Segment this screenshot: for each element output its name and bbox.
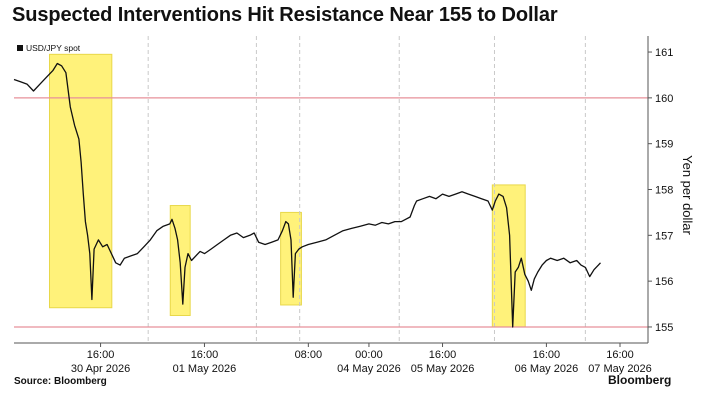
y-tick-label-161: 161 (655, 47, 673, 59)
y-tick-label-157: 157 (655, 230, 673, 242)
x-tick-time-label-4: 00:00 (355, 349, 383, 361)
highlight-layer (48, 53, 526, 328)
legend: USD/JPY spot (17, 43, 80, 53)
y-tick-label-159: 159 (655, 139, 673, 151)
x-tick-time-label-7: 16:00 (606, 349, 634, 361)
x-tick-date-label-7: 07 May 2026 (588, 363, 652, 375)
intervention-highlight-1 (48, 53, 113, 309)
x-tick-time-label-5: 16:00 (429, 349, 457, 361)
reference-line-layer (14, 97, 648, 328)
chart-title: Suspected Interventions Hit Resistance N… (12, 4, 558, 26)
grid-layer (147, 36, 586, 343)
x-tick-date-label-4: 04 May 2026 (337, 363, 401, 375)
y-tick-label-158: 158 (655, 185, 673, 197)
axes-layer: 155 156 157 158 159 160 161 16:00 30 Apr 2026 16:… (14, 36, 673, 375)
x-tick-date-label-1: 30 Apr 2026 (71, 363, 130, 375)
intervention-highlight-3 (280, 211, 302, 306)
legend-swatch (17, 45, 23, 51)
x-tick-date-label-2: 01 May 2026 (173, 363, 237, 375)
y-tick-label-155: 155 (655, 322, 673, 334)
x-tick-time-label-6: 16:00 (533, 349, 561, 361)
intervention-highlight-4 (491, 184, 526, 328)
x-tick-time-label-2: 16:00 (191, 349, 219, 361)
legend-label: USD/JPY spot (26, 43, 81, 53)
x-tick-date-label-6: 06 May 2026 (515, 363, 579, 375)
y-tick-label-160: 160 (655, 93, 673, 105)
x-tick-date-label-5: 05 May 2026 (411, 363, 475, 375)
source-note: Source: Bloomberg (14, 376, 107, 387)
y-axis-label: Yen per dollar (680, 155, 695, 235)
y-tick-label-156: 156 (655, 276, 673, 288)
series-line-usd-jpy (13, 62, 601, 328)
bloomberg-logo: Bloomberg (608, 373, 672, 387)
series-layer (13, 62, 601, 328)
x-tick-time-label-3: 08:00 (295, 349, 323, 361)
x-tick-time-label-1: 16:00 (87, 349, 115, 361)
